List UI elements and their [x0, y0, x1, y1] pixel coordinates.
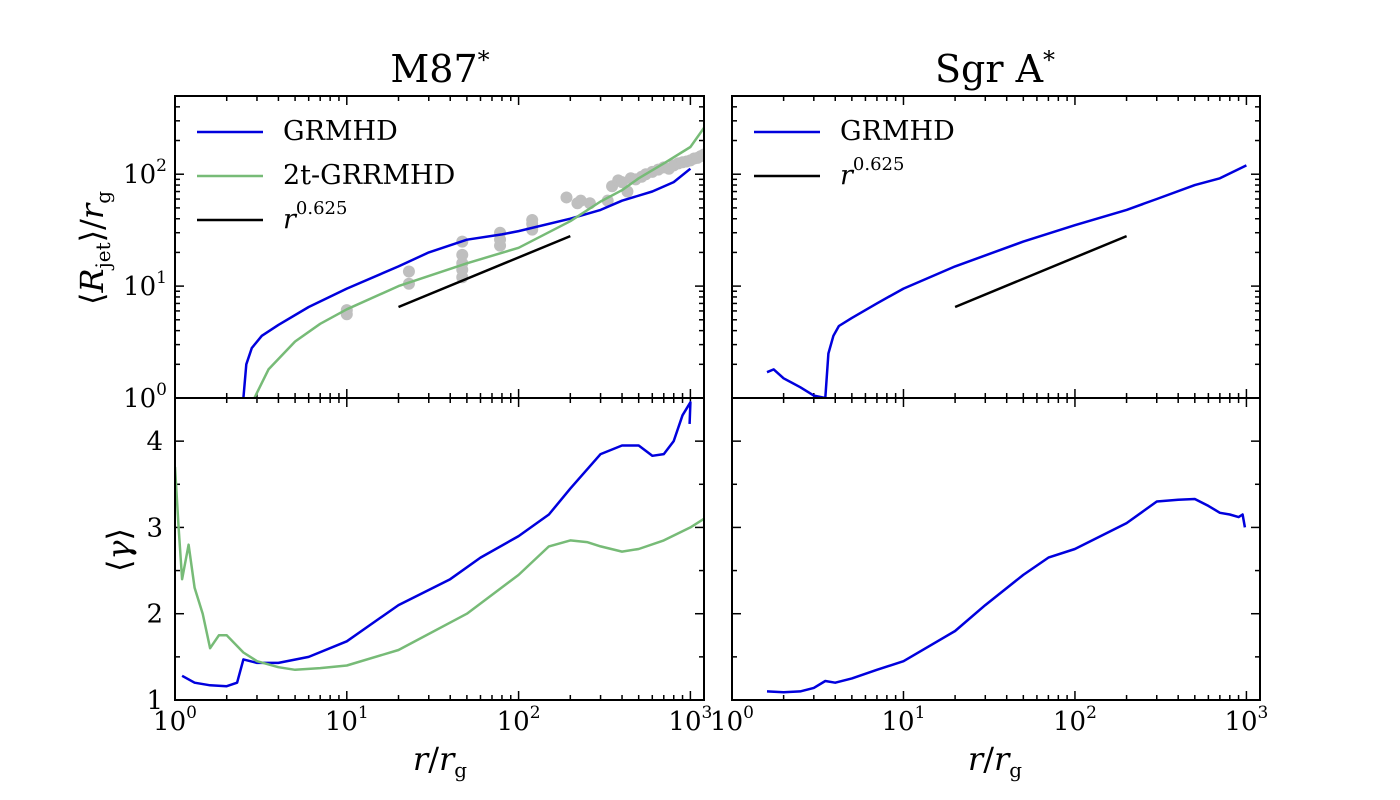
panel-m87-radius: 100 101 102 GRMHD 2t-GRRMHD r0.625: [123, 95, 705, 414]
legend-label: r0.625: [283, 198, 347, 235]
legend: GRMHD 2t-GRRMHD r0.625: [197, 116, 455, 235]
axes-frame: [731, 397, 1261, 701]
observation-point: [574, 194, 587, 207]
observation-point: [402, 265, 415, 278]
panel-sgra-radius: GRMHD r0.625: [731, 95, 1261, 399]
xlabel-right: r/rg: [968, 740, 1022, 782]
y-tick-label: 3: [146, 513, 163, 543]
ylabel-lorentz: ⟨γ⟩: [100, 528, 138, 572]
axes-frame: [731, 95, 1261, 399]
observation-point: [698, 148, 704, 161]
series-line-2t-grrmhd: [175, 466, 704, 672]
legend-label: GRMHD: [840, 116, 955, 147]
legend-label: 2t-GRRMHD: [283, 160, 455, 191]
x-tick-label: 103: [668, 703, 712, 737]
xlabel-left: r/rg: [413, 740, 467, 782]
panel-sgra-lorentz: 100 101 102 103: [710, 397, 1268, 737]
title-m87: M87*: [390, 46, 489, 91]
series-line-grmhd: [766, 164, 1247, 398]
legend-label: r0.625: [840, 154, 904, 191]
series-line-2t-grrmhd: [253, 127, 704, 398]
legend: GRMHD r0.625: [754, 116, 955, 191]
series-line-r-0-625: [954, 234, 1128, 309]
y-tick-label: 102: [123, 156, 167, 190]
series-line-grmhd: [766, 497, 1247, 694]
x-tick-label: 101: [882, 703, 926, 737]
y-tick-label: 2: [146, 600, 163, 630]
y-tick-label: 4: [146, 427, 163, 457]
ylabel-radius: ⟨Rjet⟩/rg: [73, 191, 115, 305]
observation-point: [456, 248, 469, 261]
y-tick-label: 100: [123, 380, 167, 414]
axes-frame: [174, 95, 705, 399]
y-tick-label: 101: [123, 268, 167, 302]
axes-frame: [174, 397, 705, 701]
series-line-r-0-625: [398, 234, 571, 309]
x-tick-label: 102: [1053, 703, 1097, 737]
y-tick-label: 1: [146, 686, 163, 716]
x-tick-label: 100: [153, 703, 197, 737]
observation-point: [560, 191, 573, 204]
x-tick-label: 102: [497, 703, 541, 737]
series-line-grmhd: [181, 401, 692, 688]
panel-m87-lorentz: 1 2 3 4 100 101 102 103: [146, 397, 712, 737]
observation-point: [526, 213, 539, 226]
title-sgra: Sgr A*: [935, 46, 1055, 91]
legend-label: GRMHD: [283, 116, 398, 147]
observation-point: [601, 194, 614, 207]
x-tick-label: 101: [325, 703, 369, 737]
x-tick-label: 100: [710, 703, 754, 737]
x-tick-label: 103: [1224, 703, 1268, 737]
series-line-grmhd: [242, 167, 692, 398]
